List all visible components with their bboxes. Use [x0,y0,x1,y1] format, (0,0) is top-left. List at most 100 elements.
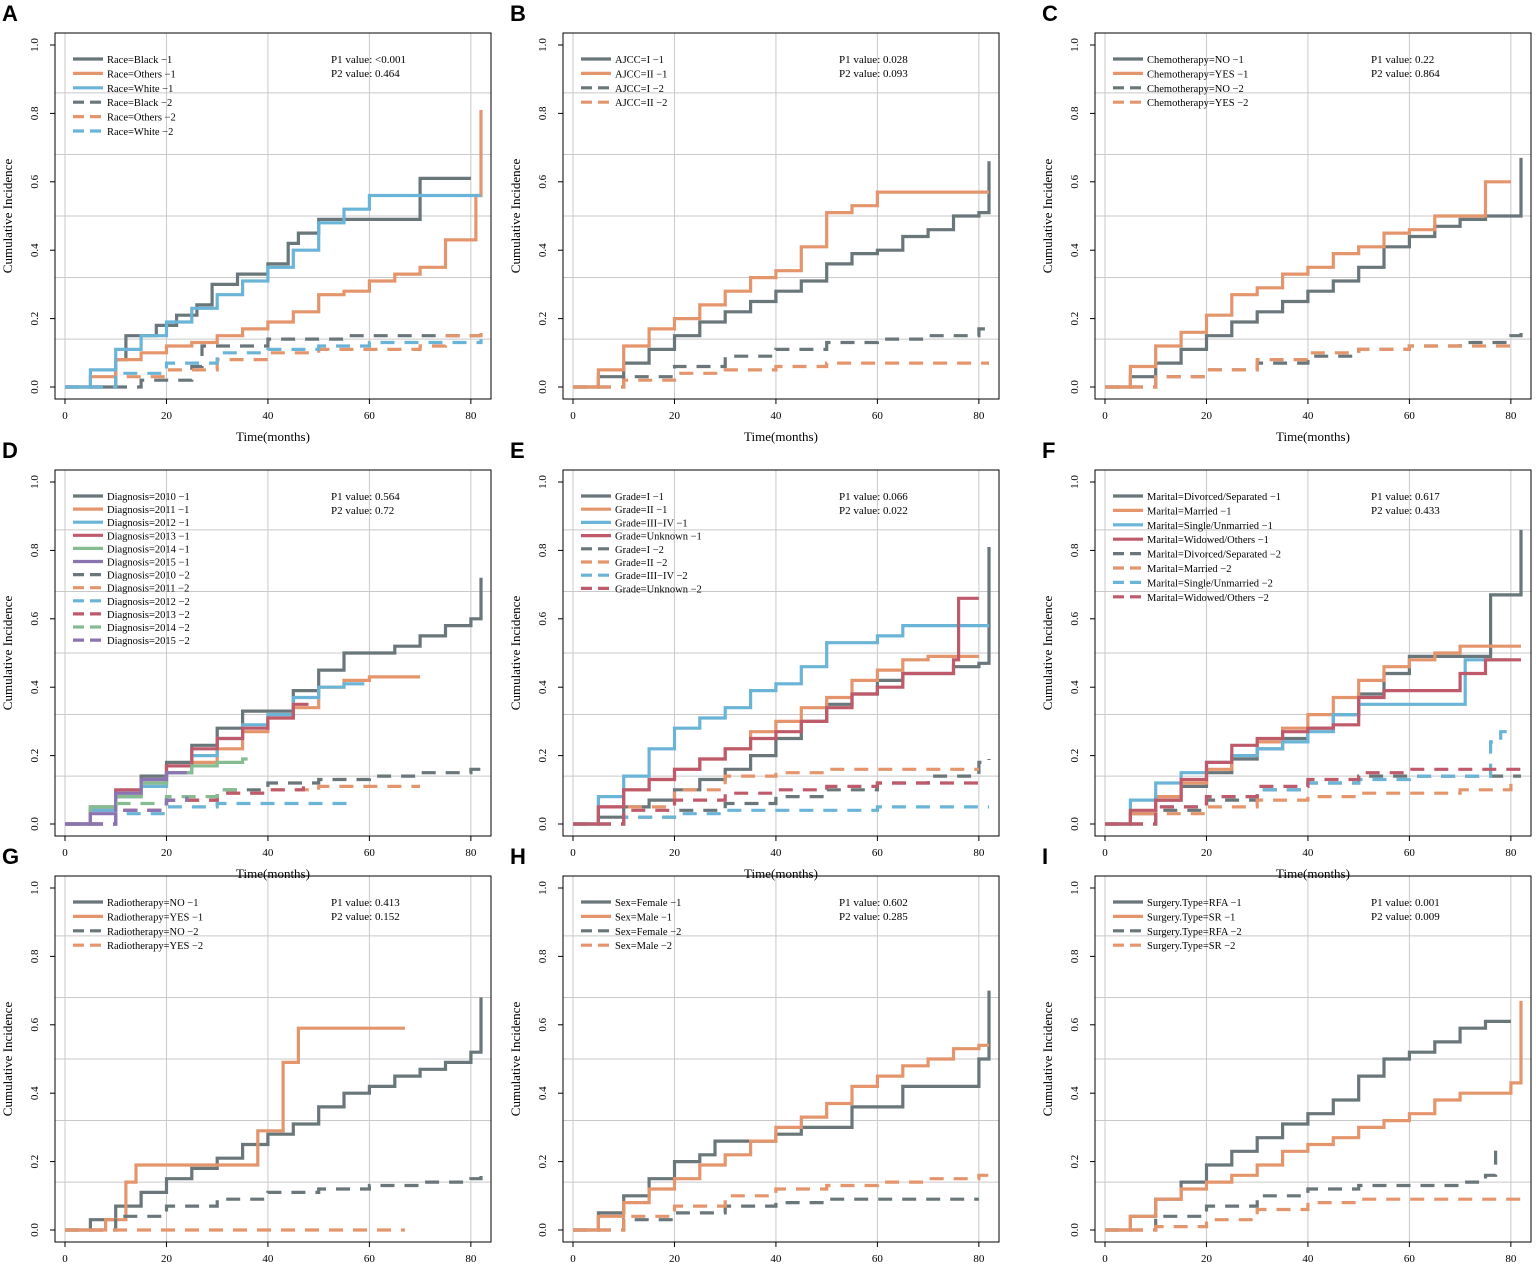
y-tick-label: 0.6 [537,611,549,625]
legend-label: Marital=Widowed/Others −1 [1147,535,1269,546]
legend-label: Sex=Male −1 [615,912,672,923]
series-group [1105,157,1523,389]
series-line-e-2 [573,624,989,826]
x-tick-label: 20 [1201,1253,1213,1265]
legend-label: Race=Others −1 [107,69,176,80]
legend-label: Radiotherapy=NO −2 [107,927,198,938]
legend: Surgery.Type=RFA −1 Surgery.Type=SR −1 Sur… [1113,898,1242,952]
y-axis-title: Cumulative Incidence [0,159,15,274]
x-tick-label: 0 [62,1253,68,1265]
legend-label: Chemotherapy=YES −2 [1147,98,1248,109]
y-tick-label: 0.0 [1069,380,1081,394]
y-tick-label: 0.6 [29,611,41,625]
series-line-d-5 [65,771,187,826]
y-tick-label: 0.4 [537,1086,549,1100]
p-value-text: P1 value: 0.602 [839,897,908,909]
series-line-c-1 [1105,180,1511,389]
legend-label: Diagnosis=2011 −2 [107,584,189,595]
x-axis-title: Time(months) [744,866,818,881]
legend-label: Marital=Single/Unmarried −2 [1147,578,1273,589]
y-tick-label: 0.4 [537,243,549,257]
y-tick-label: 0.2 [537,1155,549,1169]
legend-label: Grade=III−IV −1 [615,518,688,529]
y-tick-label: 0.2 [537,312,549,326]
legend-label: Chemotherapy=NO −2 [1147,84,1244,95]
x-tick-label: 60 [364,410,376,422]
x-tick-label: 60 [872,847,884,859]
series-line-c-3 [1105,344,1511,389]
x-tick-label: 40 [770,1253,782,1265]
legend-label: Diagnosis=2014 −2 [107,623,190,634]
y-axis-title: Cumulative Incidence [0,596,15,711]
legend: Diagnosis=2010 −1 Diagnosis=2011 −1 Diagno… [73,492,190,647]
legend-label: Surgery.Type=SR −2 [1147,941,1235,952]
p-value-text: P1 value: 0.413 [331,897,400,909]
series-group [65,577,483,826]
series-line-h-0 [573,990,991,1232]
series-group [573,161,991,389]
p-value-text: P1 value: 0.066 [839,491,908,503]
y-tick-label: 0.2 [29,749,41,763]
x-tick-label: 80 [1505,1253,1517,1265]
x-tick-label: 60 [872,1253,884,1265]
x-axis-title: Time(months) [1276,429,1350,444]
plot-frame [1094,469,1532,837]
legend-label: Grade=II −1 [615,505,667,516]
series-line-e-5 [573,767,979,826]
legend-label: Diagnosis=2014 −1 [107,544,190,555]
x-tick-label: 0 [570,1253,576,1265]
y-tick-label: 1.0 [537,475,549,489]
legend-label: AJCC=II −1 [615,69,667,80]
legend: Grade=I −1 Grade=II −1 Grade=III−IV −1 Grad… [581,492,702,595]
x-tick-label: 0 [1102,1253,1108,1265]
x-axis-title: Time(months) [1276,866,1350,881]
panel-c: C 0 20 40 60 80 0.0 0.2 0.4 0.6 0.8 1.0 Time(months)… [1040,1,1532,444]
p-value-text: P2 value: 0.433 [1371,505,1440,517]
x-tick-label: 40 [770,410,782,422]
p-value-text: P1 value: <0.001 [331,54,406,66]
plot-frame [562,875,1000,1243]
legend-label: Diagnosis=2015 −1 [107,558,190,569]
x-tick-label: 40 [262,410,274,422]
series-line-f-4 [1105,774,1521,826]
legend-label: Sex=Female −2 [615,927,681,938]
y-axis-title: Cumulative Incidence [1040,1002,1055,1117]
x-tick-label: 80 [465,847,477,859]
x-tick-label: 60 [364,1253,376,1265]
series-group [65,997,483,1232]
series-group [573,547,991,826]
panel-b: B 0 20 40 60 80 0.0 0.2 0.4 0.6 0.8 1.0 Time(months)… [508,1,1000,444]
legend-label: AJCC=I −1 [615,55,664,66]
y-axis-title: Cumulative Incidence [1040,159,1055,274]
panel-a: A 0 20 40 60 80 0.0 0.2 0.4 0.6 0.8 1.0 Time(months)… [0,1,492,444]
panel-letter: F [1042,438,1055,463]
series-group [1105,529,1523,826]
legend-label: Chemotherapy=NO −1 [1147,55,1244,66]
x-tick-label: 0 [570,410,576,422]
legend-label: Marital=Divorced/Separated −1 [1147,492,1281,503]
y-tick-label: 0.8 [1069,543,1081,557]
grid-lines [55,33,491,399]
x-tick-label: 20 [161,847,173,859]
y-tick-label: 0.8 [1069,949,1081,963]
y-tick-label: 0.0 [29,1223,41,1237]
legend-label: Diagnosis=2012 −1 [107,518,190,529]
x-tick-label: 80 [973,847,985,859]
series-line-c-0 [1105,157,1523,389]
y-tick-label: 0.6 [29,174,41,188]
y-tick-label: 0.8 [1069,106,1081,120]
panel-letter: C [1042,1,1058,26]
y-tick-label: 0.0 [1069,1223,1081,1237]
plot-frame [54,469,492,837]
legend-label: Diagnosis=2012 −2 [107,597,190,608]
y-tick-label: 0.8 [29,106,41,120]
y-tick-label: 0.2 [1069,312,1081,326]
series-line-a-1 [65,110,483,389]
y-tick-label: 0.4 [1069,680,1081,694]
series-line-h-2 [573,1197,979,1232]
legend-label: Race=Black −1 [107,55,172,66]
legend-label: AJCC=I −2 [615,84,664,95]
legend-label: Marital=Single/Unmarried −1 [1147,521,1273,532]
p-value-text: P2 value: 0.72 [331,505,394,517]
y-tick-label: 1.0 [537,38,549,52]
